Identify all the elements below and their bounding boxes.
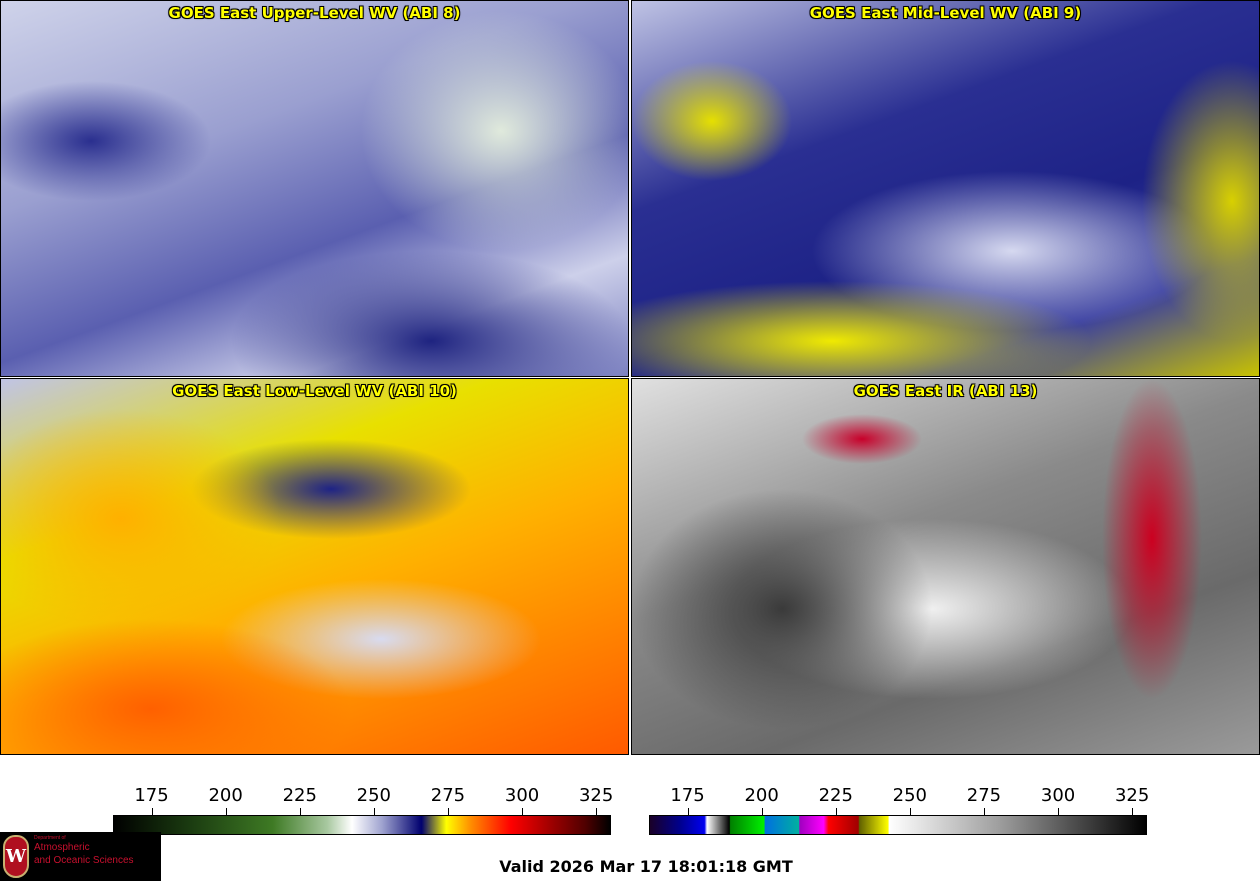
colorbar-tick [1058,808,1060,815]
logo-line2: Atmospheric [34,842,90,853]
ir-colorbar [649,815,1147,835]
colorbar-tick [151,808,153,815]
colorbar-tick [1132,808,1134,815]
colorbar-tick [373,808,375,815]
panel-ir: GOES East IR (ABI 13) [631,378,1260,755]
colorbar-tick-label: 300 [504,785,540,806]
colorbar-tick [596,808,598,815]
colorbar-tick-label: 275 [430,785,466,806]
colorbar-tick [983,808,985,815]
colorbar-tick [447,808,449,815]
colorbar-tick-label: 225 [818,785,853,806]
colorbar-tick-label: 325 [1114,785,1150,806]
colorbar-tick-label: 275 [966,785,1002,806]
logo-line3: and Oceanic Sciences [34,855,134,866]
uw-crest-icon: W [3,835,29,878]
panel-low-level-wv: GOES East Low-Level WV (ABI 10) [0,378,629,755]
colorbar-tick-label: 200 [744,785,779,806]
colorbar-tick [835,808,837,815]
panel-title: GOES East Low-Level WV (ABI 10) [172,382,457,400]
colorbar-tick-label: 325 [578,785,614,806]
colorbar-tick [687,808,689,815]
colorbar-tick [522,808,524,815]
panel-title: GOES East Upper-Level WV (ABI 8) [168,4,461,22]
colorbar-tick [299,808,301,815]
colorbar-tick-label: 200 [208,785,243,806]
colorbar-tick [225,808,227,815]
colorbar-tick-label: 250 [892,785,928,806]
colorbar-tick [909,808,911,815]
aos-logo: W Department of Atmospheric and Oceanic … [0,832,161,881]
valid-time: Valid 2026 Mar 17 18:01:18 GMT [499,857,793,876]
wv-colorbar [113,815,611,835]
logo-line1: Department of [34,835,66,841]
colorbar-tick-label: 225 [282,785,317,806]
panel-upper-level-wv: GOES East Upper-Level WV (ABI 8) [0,0,629,377]
colorbar-tick-label: 175 [670,785,705,806]
colorbar-tick-label: 250 [356,785,392,806]
colorbar-tick-label: 300 [1040,785,1076,806]
colorbar-tick-label: 175 [134,785,169,806]
panel-mid-level-wv: GOES East Mid-Level WV (ABI 9) [631,0,1260,377]
panel-title: GOES East IR (ABI 13) [853,382,1038,400]
colorbar-tick [761,808,763,815]
panel-title: GOES East Mid-Level WV (ABI 9) [809,4,1082,22]
